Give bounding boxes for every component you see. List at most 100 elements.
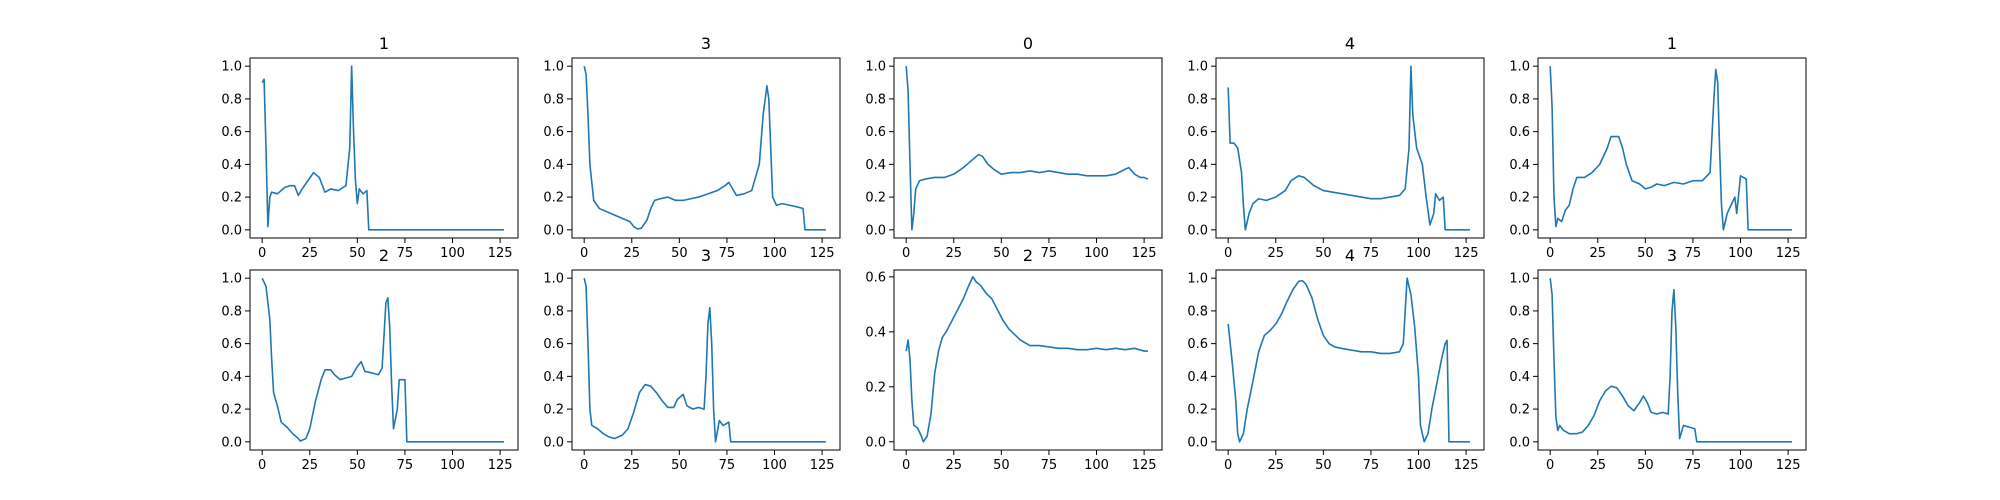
y-tick-label: 0.0 bbox=[543, 223, 564, 238]
x-tick-label: 25 bbox=[301, 458, 318, 473]
y-tick-label: 0.6 bbox=[865, 125, 886, 140]
x-tick-label: 50 bbox=[1315, 246, 1332, 261]
y-tick-label: 0.8 bbox=[221, 304, 242, 319]
x-tick-label: 125 bbox=[1454, 458, 1479, 473]
x-tick-label: 100 bbox=[762, 458, 787, 473]
x-tick-label: 50 bbox=[993, 458, 1010, 473]
x-tick-label: 125 bbox=[1132, 458, 1157, 473]
x-tick-label: 25 bbox=[623, 458, 640, 473]
x-tick-label: 50 bbox=[671, 458, 688, 473]
x-tick-label: 0 bbox=[1546, 246, 1554, 261]
panel-title: 2 bbox=[379, 246, 389, 265]
y-tick-label: 0.6 bbox=[543, 337, 564, 352]
axes-frame bbox=[1537, 269, 1807, 451]
y-tick-label: 0.4 bbox=[1187, 158, 1208, 173]
y-tick-label: 0.0 bbox=[1187, 435, 1208, 450]
x-tick-label: 100 bbox=[1406, 458, 1431, 473]
x-tick-label: 0 bbox=[1546, 458, 1554, 473]
y-tick-label: 0.6 bbox=[1509, 125, 1530, 140]
y-tick-label: 1.0 bbox=[221, 272, 242, 287]
y-tick-label: 0.6 bbox=[1187, 337, 1208, 352]
y-tick-label: 0.0 bbox=[221, 435, 242, 450]
x-tick-label: 50 bbox=[671, 246, 688, 261]
panel-title: 0 bbox=[1023, 34, 1033, 53]
y-tick-label: 0.0 bbox=[1187, 223, 1208, 238]
x-tick-label: 100 bbox=[440, 246, 465, 261]
x-tick-label: 0 bbox=[258, 458, 266, 473]
y-tick-label: 1.0 bbox=[1187, 60, 1208, 75]
y-tick-label: 1.0 bbox=[1187, 272, 1208, 287]
y-tick-label: 0.0 bbox=[865, 435, 886, 450]
x-tick-label: 125 bbox=[488, 246, 513, 261]
x-tick-label: 75 bbox=[719, 458, 736, 473]
y-tick-label: 0.6 bbox=[543, 125, 564, 140]
y-tick-label: 0.2 bbox=[865, 380, 886, 395]
panel-title: 3 bbox=[1667, 246, 1677, 265]
series-line bbox=[1549, 278, 1792, 443]
x-tick-label: 25 bbox=[945, 458, 962, 473]
axes-frame bbox=[571, 269, 841, 451]
y-tick-label: 0.2 bbox=[221, 403, 242, 418]
x-tick-label: 75 bbox=[1363, 246, 1380, 261]
y-tick-label: 0.2 bbox=[1509, 191, 1530, 206]
series-line bbox=[905, 276, 1148, 443]
y-tick-label: 0.8 bbox=[865, 92, 886, 107]
axes-frame bbox=[1215, 57, 1485, 239]
series-line bbox=[583, 277, 826, 443]
x-tick-label: 125 bbox=[810, 246, 835, 261]
y-tick-label: 0.8 bbox=[1509, 304, 1530, 319]
y-tick-label: 0.8 bbox=[1187, 92, 1208, 107]
x-tick-label: 125 bbox=[810, 458, 835, 473]
x-tick-label: 75 bbox=[1363, 458, 1380, 473]
axes-frame bbox=[571, 57, 841, 239]
x-tick-label: 75 bbox=[719, 246, 736, 261]
x-tick-label: 25 bbox=[945, 246, 962, 261]
y-tick-label: 0.4 bbox=[1187, 370, 1208, 385]
y-tick-label: 0.8 bbox=[1509, 92, 1530, 107]
y-tick-label: 0.0 bbox=[1509, 223, 1530, 238]
axes-frame bbox=[249, 57, 519, 239]
series-line bbox=[905, 66, 1149, 231]
x-tick-label: 100 bbox=[1728, 246, 1753, 261]
y-tick-label: 0.0 bbox=[543, 435, 564, 450]
axes-frame bbox=[893, 57, 1163, 239]
panel-title: 1 bbox=[1667, 34, 1677, 53]
x-tick-label: 25 bbox=[623, 246, 640, 261]
y-tick-label: 0.4 bbox=[543, 158, 564, 173]
x-tick-label: 25 bbox=[1589, 246, 1606, 261]
y-tick-label: 1.0 bbox=[1509, 60, 1530, 75]
x-tick-label: 50 bbox=[349, 246, 366, 261]
y-tick-label: 0.8 bbox=[221, 92, 242, 107]
x-tick-label: 100 bbox=[1406, 246, 1431, 261]
subplot-7: 3 0 25 50 75 100 125 0.0 0.2 0.4 0.6 0.8 1.0 bbox=[543, 246, 841, 473]
x-tick-label: 50 bbox=[993, 246, 1010, 261]
panel-title: 3 bbox=[701, 34, 711, 53]
x-tick-label: 75 bbox=[397, 246, 414, 261]
x-tick-label: 50 bbox=[1315, 458, 1332, 473]
subplot-9: 4 0 25 50 75 100 125 0.0 0.2 0.4 0.6 0.8 1.0 bbox=[1187, 246, 1485, 473]
y-tick-label: 0.2 bbox=[543, 403, 564, 418]
x-tick-label: 25 bbox=[1267, 246, 1284, 261]
axes-frame bbox=[249, 269, 519, 451]
y-tick-label: 0.4 bbox=[1509, 370, 1530, 385]
y-tick-label: 0.4 bbox=[221, 158, 242, 173]
x-tick-label: 25 bbox=[1267, 458, 1284, 473]
y-tick-label: 0.6 bbox=[221, 337, 242, 352]
y-tick-label: 0.6 bbox=[865, 270, 886, 285]
x-tick-label: 125 bbox=[1776, 246, 1801, 261]
panel-title: 1 bbox=[379, 34, 389, 53]
y-tick-label: 0.2 bbox=[1187, 191, 1208, 206]
y-tick-label: 0.2 bbox=[1509, 403, 1530, 418]
x-tick-label: 75 bbox=[1685, 458, 1702, 473]
series-line bbox=[1549, 66, 1792, 231]
axes-frame bbox=[1215, 269, 1485, 451]
x-tick-label: 100 bbox=[1084, 458, 1109, 473]
x-tick-label: 125 bbox=[1776, 458, 1801, 473]
axes-frame bbox=[1537, 57, 1807, 239]
y-tick-label: 0.6 bbox=[1187, 125, 1208, 140]
x-tick-label: 100 bbox=[762, 246, 787, 261]
y-tick-label: 1.0 bbox=[865, 60, 886, 75]
y-tick-label: 0.2 bbox=[543, 191, 564, 206]
axes-frame bbox=[893, 269, 1163, 451]
